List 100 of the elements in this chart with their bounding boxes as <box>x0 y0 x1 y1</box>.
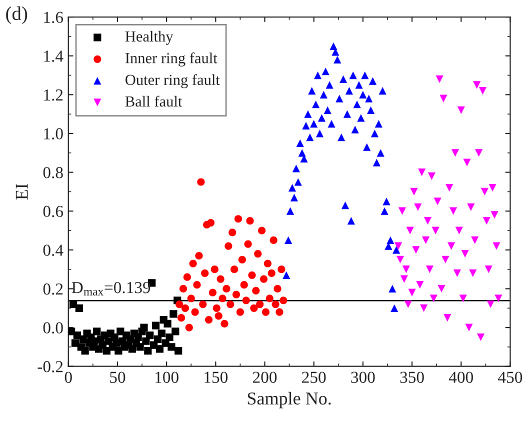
point <box>320 90 328 98</box>
point <box>424 217 432 225</box>
point <box>204 316 213 324</box>
point <box>174 347 182 355</box>
point <box>465 324 473 332</box>
point <box>322 68 330 76</box>
point <box>357 114 365 122</box>
y-tick-label: 1.6 <box>44 12 64 24</box>
point <box>469 269 477 278</box>
point <box>330 42 338 50</box>
point <box>480 188 488 196</box>
point <box>392 246 400 254</box>
point <box>288 184 296 192</box>
point <box>230 266 238 274</box>
point <box>189 260 197 268</box>
point <box>482 217 490 225</box>
point <box>324 106 332 114</box>
point <box>488 184 496 192</box>
point <box>244 240 252 248</box>
y-tick-label: 0.2 <box>43 283 63 295</box>
point <box>146 332 154 340</box>
point <box>197 178 205 186</box>
y-tick-label: 0.6 <box>43 206 64 218</box>
point <box>266 294 274 302</box>
ref-line-label: D$_{max}$=0.139 <box>72 282 150 296</box>
point <box>463 158 471 166</box>
point <box>451 149 460 157</box>
point <box>270 236 278 244</box>
point <box>228 228 236 236</box>
point <box>222 284 230 293</box>
point <box>422 236 430 244</box>
point <box>404 300 412 308</box>
point <box>355 81 363 89</box>
point <box>168 343 176 351</box>
point <box>345 86 353 95</box>
point <box>343 110 352 118</box>
point <box>374 120 382 128</box>
y-tick-label: 1.4 <box>44 50 64 62</box>
x-tick-label: 300 <box>351 372 375 383</box>
point <box>240 281 248 289</box>
y-tick-label: 0.0 <box>43 322 63 334</box>
point <box>183 273 191 281</box>
point <box>136 343 144 351</box>
legend-label: Outer ring fault <box>126 74 220 88</box>
point <box>236 308 244 316</box>
point <box>232 290 240 298</box>
point <box>440 94 448 102</box>
point <box>268 269 276 278</box>
point <box>340 75 348 83</box>
point <box>191 308 199 316</box>
point <box>172 328 180 336</box>
point <box>152 322 160 330</box>
point <box>428 172 436 180</box>
point <box>416 281 424 289</box>
point <box>280 296 288 304</box>
point <box>359 90 367 98</box>
point <box>256 300 264 308</box>
point <box>276 308 284 316</box>
point <box>296 139 304 147</box>
point <box>170 310 178 318</box>
point <box>386 236 394 244</box>
point <box>187 294 195 302</box>
point <box>294 178 302 186</box>
point <box>471 236 479 244</box>
point <box>328 120 336 128</box>
y-tick-label: 0.8 <box>43 166 63 178</box>
point <box>341 201 350 210</box>
point <box>366 106 375 114</box>
point <box>302 122 310 130</box>
point <box>246 217 254 225</box>
legend-label: Ball fault <box>125 96 182 107</box>
point <box>242 296 250 304</box>
point <box>206 218 215 227</box>
point <box>226 300 234 308</box>
point <box>216 275 224 283</box>
point <box>365 94 373 102</box>
point <box>218 294 226 302</box>
point <box>368 77 377 85</box>
x-tick-label: 400 <box>448 372 473 383</box>
point <box>264 260 272 268</box>
point <box>314 71 322 80</box>
point <box>286 207 294 215</box>
point <box>140 324 148 332</box>
point <box>176 300 184 308</box>
point <box>210 266 218 274</box>
y-tick-label: 1.2 <box>44 89 63 101</box>
point <box>378 86 386 95</box>
point <box>349 71 357 80</box>
x-tick-label: 200 <box>252 372 277 383</box>
point <box>292 164 300 172</box>
x-tick-label: 250 <box>302 372 326 383</box>
x-tick-label: 0 <box>64 372 72 383</box>
point <box>144 347 152 355</box>
point <box>193 281 201 289</box>
point <box>166 333 174 342</box>
point <box>308 86 316 95</box>
y-tick-label: 0.4 <box>43 244 64 256</box>
point <box>420 304 428 312</box>
point <box>274 284 282 293</box>
point <box>474 149 483 157</box>
